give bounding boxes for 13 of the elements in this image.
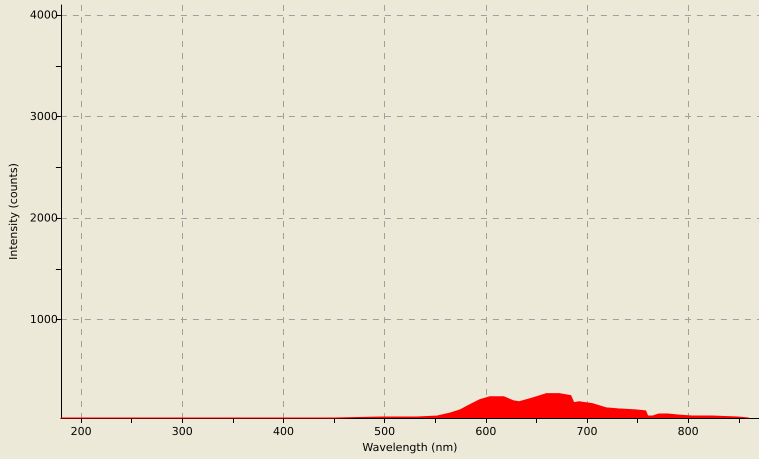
x-axis-title: Wavelength (nm) xyxy=(362,440,458,454)
x-tick-label: 200 xyxy=(70,425,92,438)
y-tick-label: 1000 xyxy=(30,313,58,326)
x-tick-label: 300 xyxy=(172,425,193,438)
x-tick-label: 400 xyxy=(272,425,294,438)
y-tick-label: 4000 xyxy=(30,8,58,22)
y-tick-label: 3000 xyxy=(30,110,58,124)
x-tick-label: 600 xyxy=(475,425,496,438)
x-tick-label: 800 xyxy=(678,425,699,438)
y-tick-label: 2000 xyxy=(30,212,58,225)
x-tick-label: 700 xyxy=(576,425,598,438)
x-tick-label: 500 xyxy=(374,425,396,438)
y-axis-title: Intensity (counts) xyxy=(7,163,20,260)
